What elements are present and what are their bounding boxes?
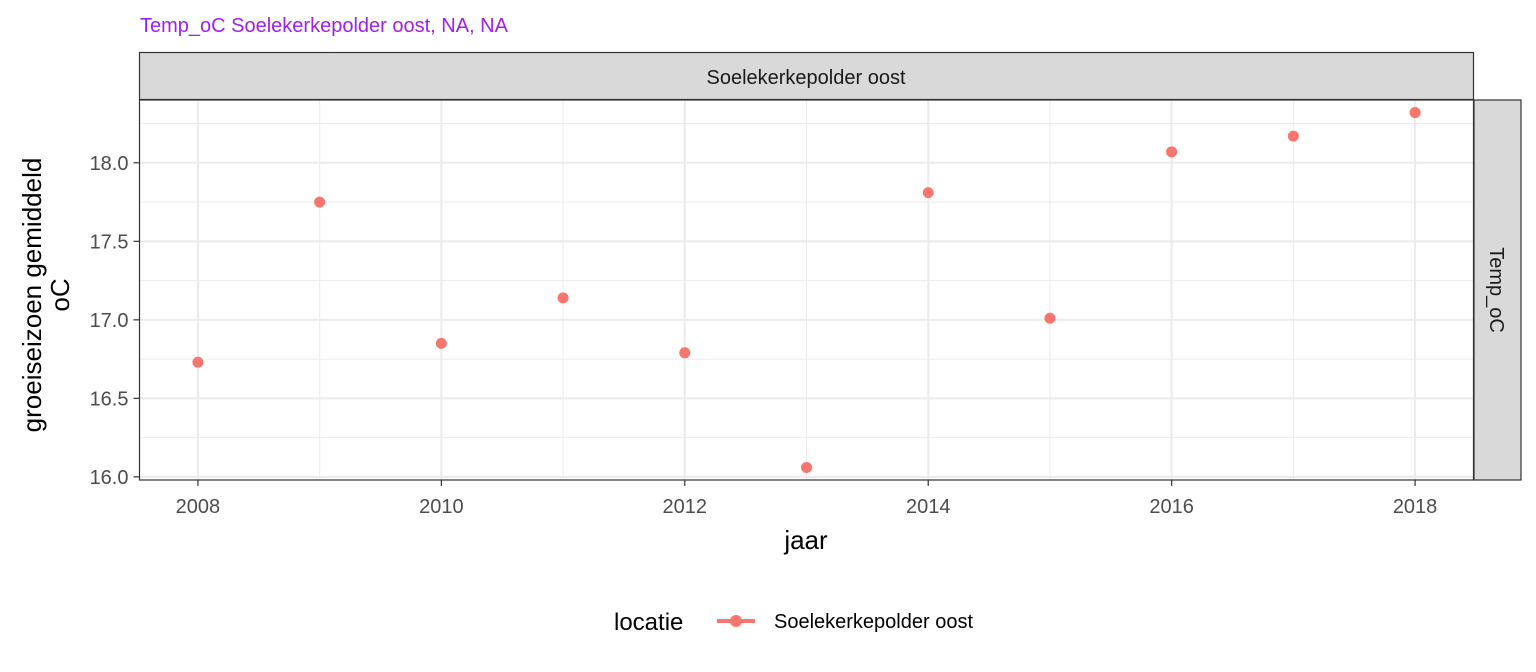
x-tick-label: 2010 xyxy=(419,496,464,518)
x-tick-label: 2018 xyxy=(1393,496,1438,518)
y-axis-title-line-1: groeiseizoen gemiddeld xyxy=(17,158,47,433)
data-point xyxy=(557,292,569,304)
data-point xyxy=(922,187,934,199)
data-point xyxy=(1166,146,1178,158)
y-axis-title-line-2: oC xyxy=(45,278,75,311)
legend-title: locatie xyxy=(614,609,683,636)
legend-key-point xyxy=(730,615,742,627)
grid-major xyxy=(139,100,1474,480)
y-axis: 16.0 16.5 17.0 17.5 18.0 xyxy=(90,153,140,489)
legend: locatie Soelekerkepolder oost xyxy=(614,609,973,636)
x-tick-label: 2012 xyxy=(663,496,708,518)
facet-strip-top xyxy=(138,51,1475,101)
data-point xyxy=(1044,312,1056,324)
plot-panel-border xyxy=(138,99,1475,481)
facet-strip-right xyxy=(1473,99,1522,481)
facet-strip-top-label: Soelekerkepolder oost xyxy=(706,67,905,89)
data-point xyxy=(192,356,204,368)
data-point xyxy=(679,347,691,359)
y-tick-label: 17.5 xyxy=(90,231,129,253)
data-point xyxy=(1287,130,1299,142)
y-tick-label: 16.5 xyxy=(90,388,129,410)
x-tick-label: 2014 xyxy=(906,496,951,518)
y-tick-label: 17.0 xyxy=(90,310,129,332)
y-tick-label: 16.0 xyxy=(90,467,129,489)
x-tick-label: 2016 xyxy=(1149,496,1194,518)
legend-item-label: Soelekerkepolder oost xyxy=(774,611,973,633)
x-axis: 2008 2010 2012 2014 2016 2018 xyxy=(176,480,1438,518)
x-axis-title: jaar xyxy=(783,525,828,555)
facet-strip-right-label: Temp_oC xyxy=(1485,247,1507,333)
y-tick-label: 18.0 xyxy=(90,153,129,175)
data-point xyxy=(801,461,812,473)
data-point xyxy=(435,337,447,349)
data-points xyxy=(192,107,1421,473)
chart-title: Temp_oC Soelekerkepolder oost, NA, NA xyxy=(140,15,509,37)
data-point xyxy=(1409,107,1421,119)
x-tick-label: 2008 xyxy=(176,496,221,518)
data-point xyxy=(314,196,326,208)
